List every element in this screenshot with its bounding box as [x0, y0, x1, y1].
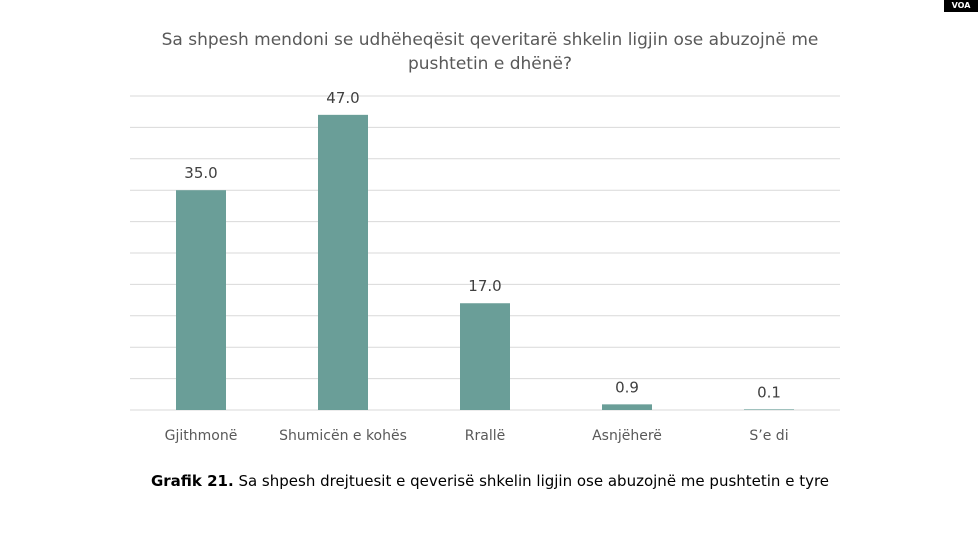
data-label: 35.0	[184, 164, 217, 182]
voa-badge: VOA	[944, 0, 978, 12]
category-label: Rrallë	[465, 428, 505, 444]
data-label: 17.0	[468, 277, 501, 295]
bar	[744, 409, 794, 410]
bar	[460, 303, 510, 410]
bar	[318, 114, 368, 410]
data-label: 47.0	[326, 89, 359, 107]
data-labels: 35.0 47.0 17.0 0.9 0.1	[184, 89, 781, 402]
data-label: 0.1	[757, 383, 781, 401]
chart-title: Sa shpesh mendoni se udhëheqësit qeverit…	[161, 30, 819, 74]
data-label: 0.9	[615, 378, 639, 396]
category-label: Asnjëherë	[592, 428, 662, 444]
caption-text: Sa shpesh drejtuesit e qeverisë shkelin …	[233, 472, 830, 490]
bar	[176, 190, 226, 410]
figure-caption: Grafik 21. Sa shpesh drejtuesit e qeveri…	[120, 470, 860, 492]
category-label: Gjithmonë	[165, 428, 238, 444]
category-labels: Gjithmonë Shumicën e kohës Rrallë Asnjëherë…	[165, 428, 789, 444]
category-label: Shumicën e kohës	[279, 428, 407, 444]
bar	[602, 404, 652, 410]
caption-label: Grafik 21.	[150, 472, 234, 490]
gridlines	[130, 95, 840, 411]
bars	[176, 114, 794, 410]
category-label: S’e di	[749, 428, 788, 444]
